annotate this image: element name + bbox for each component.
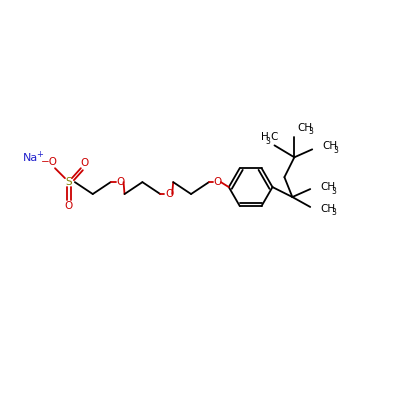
Text: 3: 3 [331, 208, 336, 218]
Text: CH: CH [322, 141, 337, 151]
Text: O: O [65, 201, 73, 211]
Text: 3: 3 [266, 137, 270, 146]
Text: S: S [66, 177, 72, 187]
Text: Na: Na [23, 153, 38, 163]
Text: +: + [36, 150, 43, 159]
Text: O: O [81, 158, 89, 168]
Text: 3: 3 [331, 186, 336, 196]
Text: 3: 3 [308, 127, 313, 136]
Text: CH: CH [297, 122, 312, 132]
Text: O: O [214, 177, 222, 187]
Text: O: O [165, 189, 173, 199]
Text: CH: CH [320, 182, 335, 192]
Text: O: O [116, 177, 125, 187]
Text: H: H [260, 132, 268, 142]
Text: −O: −O [40, 157, 58, 167]
Text: 3: 3 [333, 146, 338, 155]
Text: CH: CH [320, 204, 335, 214]
Text: C: C [270, 132, 278, 142]
